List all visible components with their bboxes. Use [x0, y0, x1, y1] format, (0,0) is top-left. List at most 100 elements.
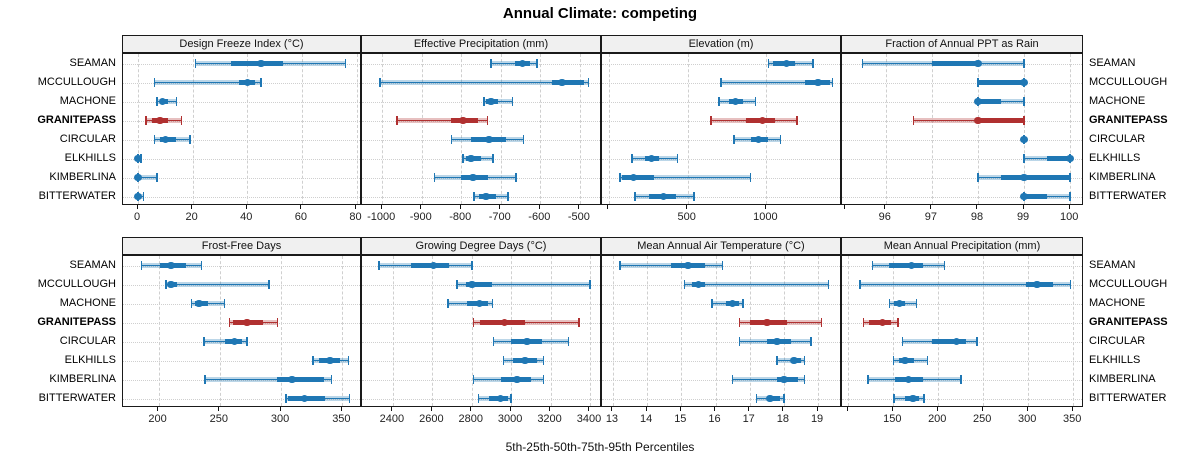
whisker-cap: [619, 173, 621, 182]
gridline-h: [602, 158, 840, 160]
whisker-cap: [587, 78, 590, 87]
whisker-cap: [190, 299, 193, 308]
gridline-v: [766, 54, 768, 204]
whisker-cap: [812, 59, 814, 68]
median-dot: [523, 337, 531, 346]
axis-tick-label: 2800: [458, 413, 483, 425]
axis-tick-label: 99: [1016, 211, 1030, 223]
iqr-box: [1024, 194, 1048, 199]
axis-tick-label: -1000: [367, 211, 396, 223]
whisker-cap: [260, 78, 262, 87]
gridline-h: [842, 101, 1082, 103]
gridline-h: [842, 139, 1082, 141]
median-dot: [974, 97, 982, 106]
whisker-cap: [348, 394, 351, 403]
axis-tick-label: 3400: [576, 413, 602, 425]
median-dot: [257, 59, 265, 68]
whisker-cap: [888, 299, 891, 308]
station-label-right: MACHONE: [1089, 94, 1146, 107]
whisker-cap: [268, 280, 270, 289]
median-dot: [326, 356, 334, 365]
whisker-cap: [456, 280, 458, 289]
median-dot: [518, 59, 527, 68]
whisker-cap: [871, 261, 874, 270]
gridline-v: [818, 256, 820, 406]
station-label-left: GRANITEPASS: [37, 315, 116, 328]
whisker-cap: [473, 192, 475, 201]
whisker-cap: [433, 173, 436, 182]
axis-tick: [816, 407, 818, 411]
axis-tick: [459, 205, 461, 209]
whisker-cap: [246, 337, 248, 346]
gridline-v: [931, 54, 933, 204]
whisker-cap: [693, 192, 695, 201]
median-dot: [195, 299, 203, 308]
percentile-range-line: [380, 81, 589, 84]
station-label-left: CIRCULAR: [59, 334, 116, 347]
whisker-cap: [893, 394, 895, 403]
axis-tick-label: 250: [973, 413, 992, 425]
station-label-left: ELKHILLS: [64, 353, 116, 366]
percentile-range-line: [490, 62, 538, 65]
station-label-left: ELKHILLS: [64, 151, 116, 164]
gridline-h: [602, 196, 840, 198]
whisker-cap: [767, 59, 770, 68]
gridline-h: [602, 379, 840, 381]
median-dot: [513, 375, 521, 384]
axis-tick-label: 60: [294, 211, 308, 223]
whisker-cap: [511, 97, 514, 106]
whisker-cap: [156, 173, 158, 182]
axis-tick: [391, 407, 393, 411]
median-dot: [904, 375, 913, 384]
whisker-cap: [731, 375, 734, 384]
axis-tick-label: 18: [776, 413, 789, 425]
whisker-cap: [749, 173, 752, 182]
gridline-v: [301, 54, 303, 204]
percentile-range-line: [456, 283, 590, 286]
gridline-v: [540, 54, 542, 204]
whisker-cap: [1023, 97, 1025, 106]
whisker-cap: [153, 78, 156, 87]
whisker-cap: [1023, 116, 1025, 125]
whisker-cap: [522, 135, 525, 144]
axis-tick-label: 3000: [497, 413, 523, 425]
whisker-cap: [396, 116, 398, 125]
panel-plot: [841, 53, 1083, 205]
gridline-h: [123, 196, 360, 198]
axis-caption: 5th-25th-50th-75th-95th Percentiles: [505, 440, 695, 454]
iqr-box: [931, 339, 967, 344]
percentile-range-line: [191, 302, 225, 305]
whisker-cap: [142, 192, 145, 201]
whisker-cap: [472, 375, 475, 384]
axis-tick: [843, 205, 845, 209]
iqr-box: [888, 263, 923, 268]
axis-tick: [136, 205, 138, 209]
panel-plot: [601, 53, 841, 205]
station-label-right: GRANITEPASS: [1089, 113, 1168, 126]
iqr-box: [931, 61, 978, 66]
gridline-h: [123, 177, 360, 179]
gridline-v: [500, 54, 502, 204]
panel-strip: Frost-Free Days: [122, 237, 361, 255]
gridline-h: [362, 265, 600, 267]
gridline-h: [602, 341, 840, 343]
gridline-v: [192, 54, 194, 204]
axis-tick: [245, 205, 247, 209]
whisker-cap: [175, 97, 177, 106]
whisker-cap: [180, 116, 183, 125]
whisker-cap: [1069, 192, 1071, 201]
axis-tick: [1068, 205, 1070, 209]
axis-tick-label: -600: [528, 211, 551, 223]
whisker-cap: [203, 337, 205, 346]
whisker-cap: [510, 394, 512, 403]
whisker-cap: [507, 192, 509, 201]
station-label-left: BITTERWATER: [38, 391, 116, 404]
whisker-cap: [589, 280, 591, 289]
gridline-h: [842, 322, 1082, 324]
whisker-cap: [276, 318, 279, 327]
median-dot: [134, 173, 142, 182]
median-dot: [469, 173, 477, 182]
gridline-h: [602, 398, 840, 400]
station-label-left: SEAMAN: [69, 258, 116, 271]
